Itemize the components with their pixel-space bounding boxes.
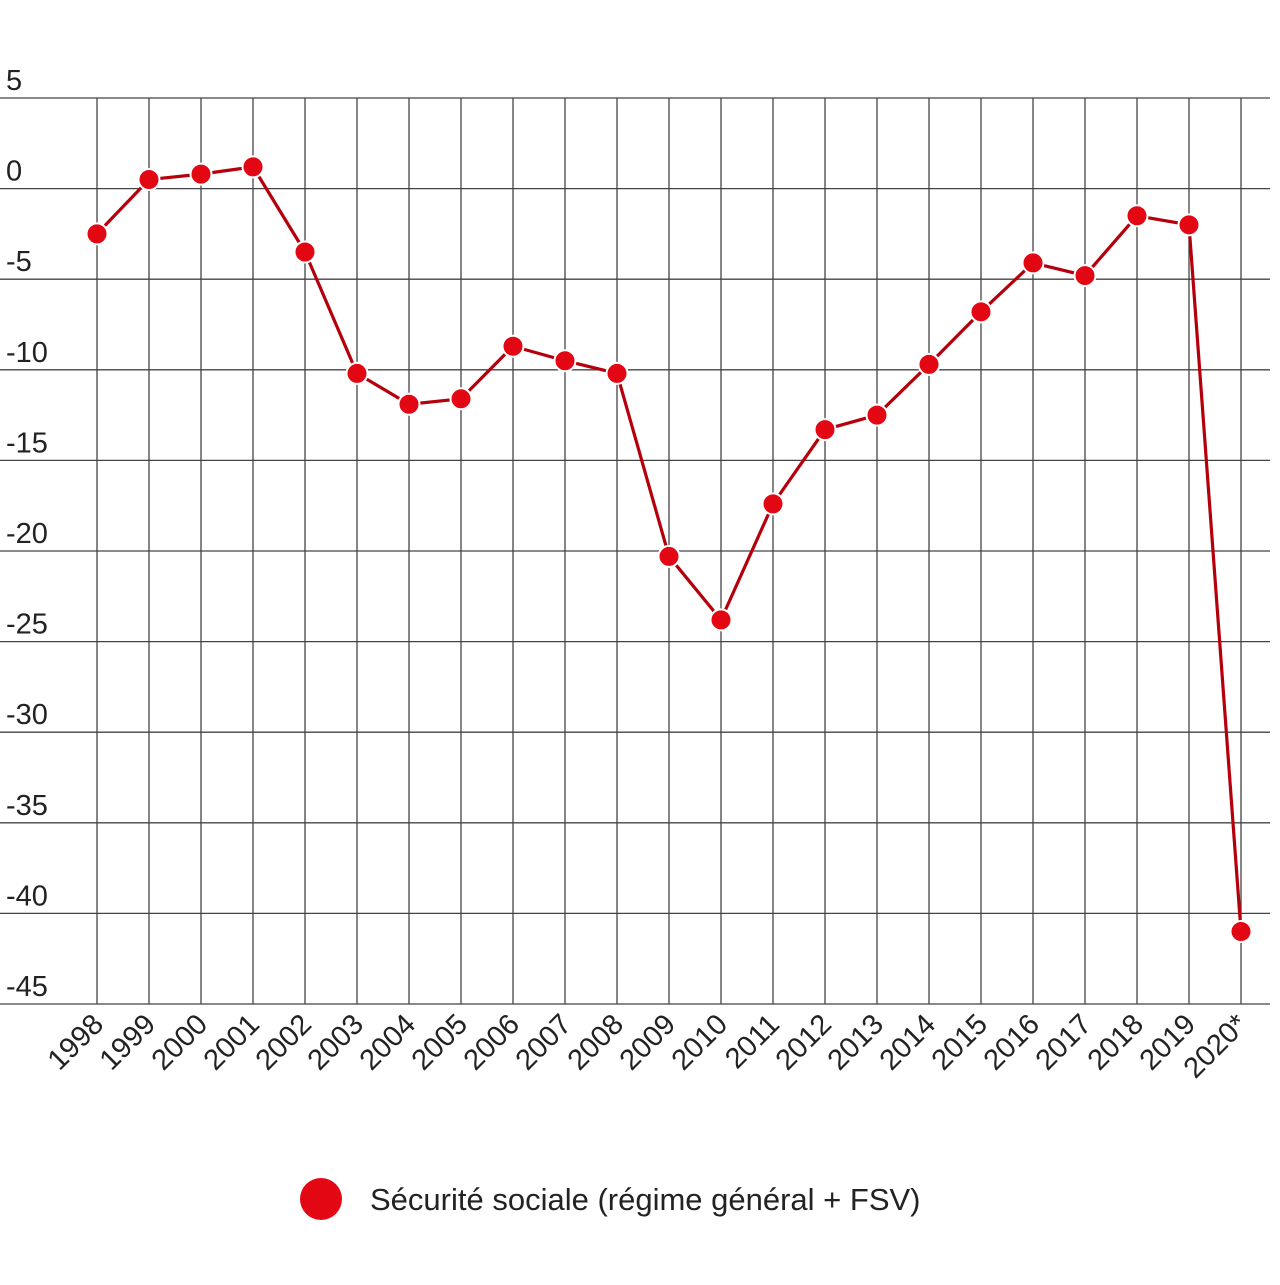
legend-label: Sécurité sociale (régime général + FSV) xyxy=(370,1182,921,1217)
y-tick-label: -45 xyxy=(6,971,48,1003)
data-point xyxy=(553,349,577,373)
x-tick-label: 2009 xyxy=(614,1008,682,1076)
y-tick-label: -5 xyxy=(6,246,32,278)
data-point xyxy=(1073,264,1097,288)
x-tick-label: 2002 xyxy=(250,1008,318,1076)
data-point xyxy=(293,240,317,264)
y-tick-label: 0 xyxy=(6,156,22,188)
data-point xyxy=(813,418,837,442)
grid xyxy=(0,97,1270,1005)
data-point xyxy=(1177,213,1201,237)
x-tick-label: 2010 xyxy=(666,1008,734,1076)
y-tick-label: 5 xyxy=(6,65,22,97)
x-tick-label: 2011 xyxy=(719,1008,786,1075)
data-point xyxy=(605,361,629,385)
data-point xyxy=(1229,920,1253,944)
y-tick-label: -40 xyxy=(6,880,48,912)
x-tick-label: 2014 xyxy=(874,1008,942,1076)
data-point xyxy=(241,155,265,179)
x-tick-label: 2000 xyxy=(146,1008,214,1076)
x-tick-label: 2004 xyxy=(354,1008,422,1076)
data-point xyxy=(657,544,681,568)
y-tick-label: -25 xyxy=(6,609,48,641)
data-point xyxy=(449,387,473,411)
x-tick-label: 1998 xyxy=(42,1008,110,1076)
data-series xyxy=(85,155,1253,944)
data-point xyxy=(865,403,889,427)
data-point xyxy=(137,168,161,192)
x-axis-tick-labels: 1998199920002001200220032004200520062007… xyxy=(42,1008,1254,1084)
data-point xyxy=(397,392,421,416)
y-axis-tick-labels: 5 0 -5 -10 -15 -20 -25 -30 -35 -40 -45 xyxy=(6,65,48,1003)
data-point xyxy=(85,222,109,246)
x-tick-label: 2013 xyxy=(822,1008,890,1076)
data-point xyxy=(1021,251,1045,275)
y-tick-label: -10 xyxy=(6,337,48,369)
data-point xyxy=(1125,204,1149,228)
x-tick-label: 2003 xyxy=(302,1008,370,1076)
x-tick-label: 2012 xyxy=(770,1008,838,1076)
data-point xyxy=(761,492,785,516)
x-tick-label: 2015 xyxy=(926,1008,994,1076)
data-point xyxy=(969,300,993,324)
x-tick-label: 2017 xyxy=(1030,1008,1098,1076)
x-tick-label: 2016 xyxy=(978,1008,1046,1076)
data-point xyxy=(501,334,525,358)
y-tick-label: -30 xyxy=(6,699,48,731)
x-tick-label: 1999 xyxy=(94,1008,162,1076)
data-point xyxy=(917,352,941,376)
y-tick-label: -15 xyxy=(6,427,48,459)
data-point xyxy=(709,608,733,632)
x-tick-label: 2001 xyxy=(198,1008,266,1076)
y-tick-label: -20 xyxy=(6,518,48,550)
x-tick-label: 2018 xyxy=(1082,1008,1150,1076)
x-tick-label: 2006 xyxy=(458,1008,526,1076)
x-tick-label: 2008 xyxy=(562,1008,630,1076)
data-point xyxy=(189,162,213,186)
legend: Sécurité sociale (régime général + FSV) xyxy=(300,1178,921,1220)
x-tick-label: 2007 xyxy=(510,1008,578,1076)
legend-marker-icon xyxy=(300,1178,342,1220)
data-point xyxy=(345,361,369,385)
x-tick-label: 2005 xyxy=(406,1008,474,1076)
y-tick-label: -35 xyxy=(6,790,48,822)
